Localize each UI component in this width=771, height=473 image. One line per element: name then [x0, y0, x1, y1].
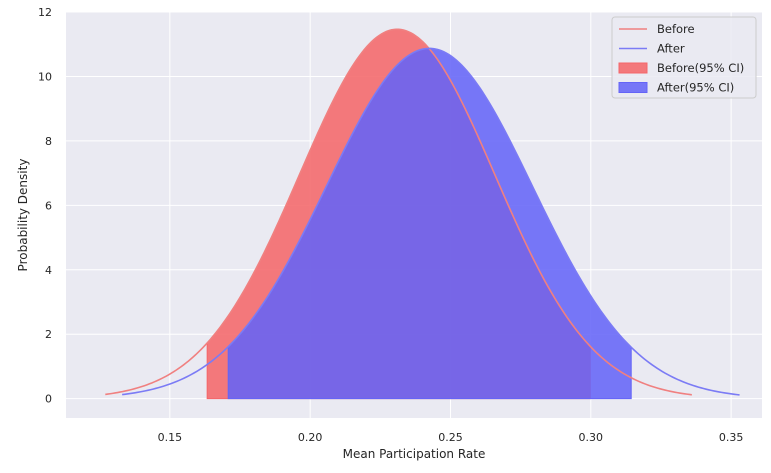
tick-labels: 0.15 0.20 0.25 0.30 0.35 0 2 4 6 8 10 12 — [38, 6, 743, 444]
line-before — [105, 28, 692, 396]
y-tick-label: 6 — [45, 199, 52, 212]
legend-swatch-patch — [618, 82, 648, 93]
x-tick-label: 0.15 — [158, 431, 183, 444]
y-tick-label: 0 — [45, 393, 52, 406]
legend-swatch-patch — [618, 62, 648, 74]
y-tick-label: 12 — [38, 6, 52, 19]
y-tick-label: 2 — [45, 328, 52, 341]
y-tick-label: 8 — [45, 135, 52, 148]
legend-label: After — [657, 42, 685, 56]
y-tick-label: 10 — [38, 70, 52, 83]
x-tick-label: 0.30 — [579, 431, 604, 444]
legend-label: After(95% CI) — [657, 81, 734, 95]
x-axis-label: Mean Participation Rate — [343, 447, 486, 461]
legend-box — [611, 16, 757, 99]
x-tick-label: 0.20 — [298, 431, 323, 444]
legend-label: Before — [657, 22, 695, 36]
legend-label: Before(95% CI) — [657, 61, 744, 75]
y-tick-label: 4 — [45, 264, 52, 277]
x-tick-label: 0.25 — [438, 431, 463, 444]
line-after — [122, 47, 740, 396]
x-tick-label: 0.35 — [719, 431, 744, 444]
y-axis-label: Probability Density — [16, 159, 30, 272]
legend: Before After Before(95% CI) After(95% CI) — [611, 16, 757, 99]
density-lines — [105, 28, 740, 396]
